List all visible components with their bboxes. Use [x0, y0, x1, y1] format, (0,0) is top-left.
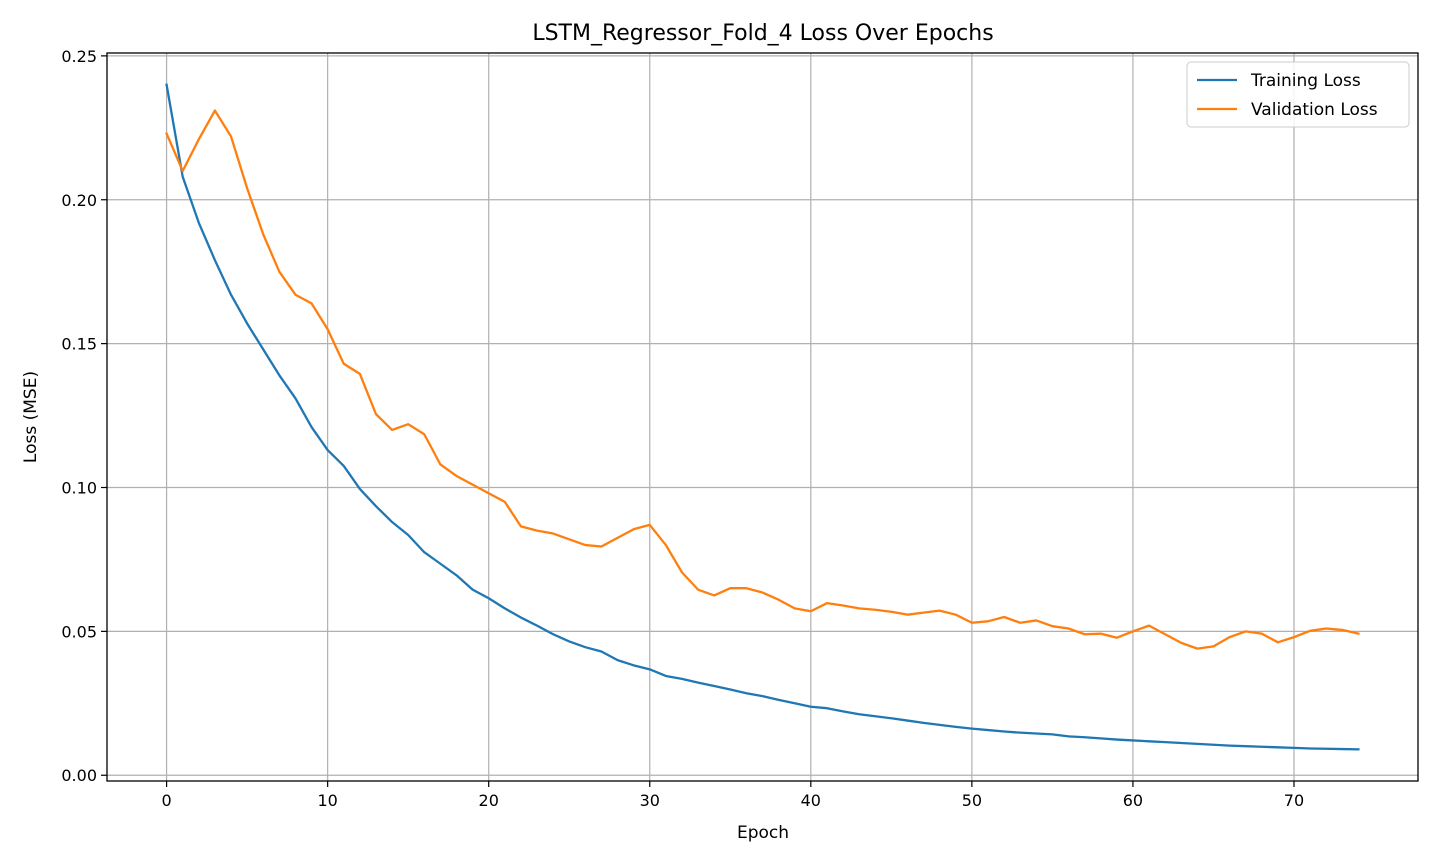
- x-axis-label: Epoch: [737, 823, 789, 843]
- x-tick-label: 20: [479, 791, 499, 810]
- plot-frame: [106, 52, 1419, 782]
- training-loss-line: [165, 83, 1360, 751]
- x-tick-label: 10: [317, 791, 337, 810]
- y-tick-label: 0.05: [61, 622, 97, 641]
- y-tick-label: 0.20: [61, 191, 97, 210]
- x-tick-label: 30: [640, 791, 660, 810]
- x-tick-label: 50: [962, 791, 982, 810]
- x-tick-label: 0: [161, 791, 171, 810]
- grid: [107, 53, 1418, 781]
- x-tick-label: 60: [1123, 791, 1143, 810]
- x-tick-label: 40: [801, 791, 821, 810]
- validation-loss-line: [165, 109, 1360, 650]
- x-axis-ticks: 0 10 20 30 40 50 60 70: [161, 781, 1304, 810]
- legend-box: [1186, 61, 1410, 128]
- y-tick-label: 0.00: [61, 766, 97, 785]
- x-tick-label: 70: [1284, 791, 1304, 810]
- y-tick-label: 0.15: [61, 335, 97, 354]
- y-tick-label: 0.25: [61, 47, 97, 66]
- legend-label-training: Training Loss: [1250, 71, 1361, 91]
- y-axis-ticks: 0.00 0.05 0.10 0.15 0.20 0.25: [61, 47, 107, 785]
- legend-label-validation: Validation Loss: [1251, 100, 1378, 120]
- legend: Training Loss Validation Loss: [1186, 61, 1410, 128]
- y-axis-label: Loss (MSE): [21, 371, 41, 463]
- series-layer: [165, 83, 1360, 751]
- y-tick-label: 0.10: [61, 478, 97, 497]
- chart-title: LSTM_Regressor_Fold_4 Loss Over Epochs: [532, 21, 993, 46]
